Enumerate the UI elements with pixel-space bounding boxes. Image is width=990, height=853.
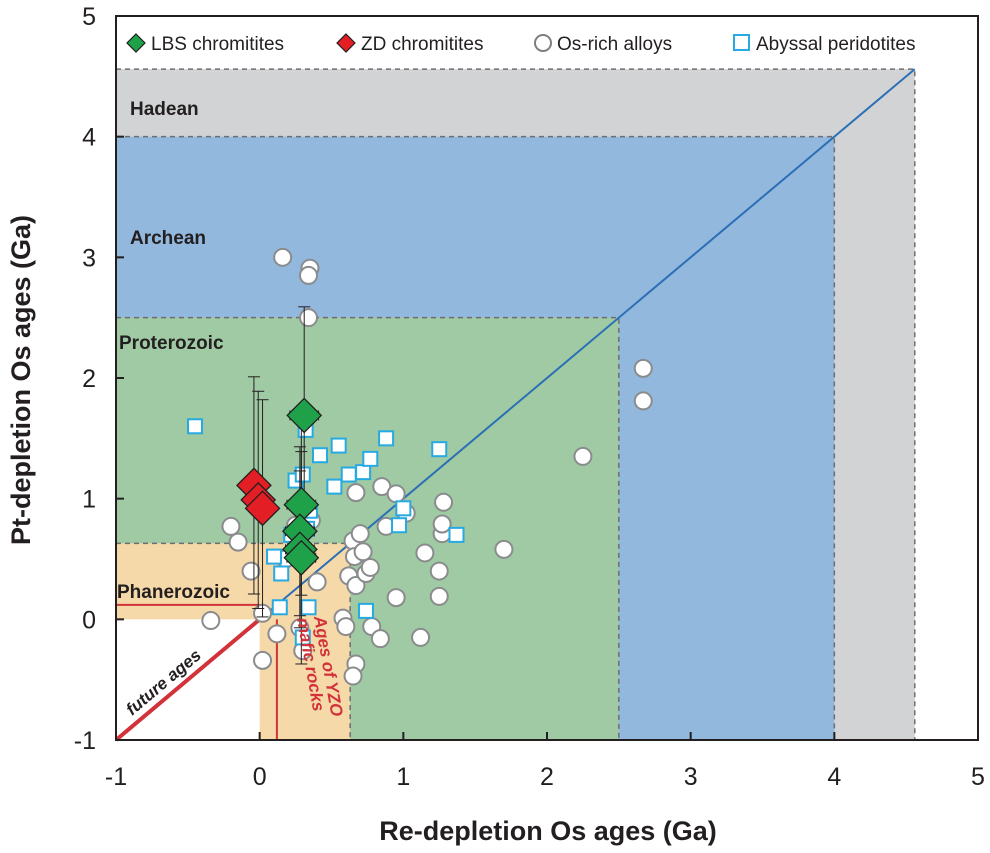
- x-tick-label: 0: [253, 763, 267, 791]
- alloy-point: [386, 484, 406, 504]
- alloy-point: [360, 557, 380, 577]
- alloy-point: [370, 629, 390, 649]
- abyssal-point: [362, 450, 379, 467]
- x-tick-label: 2: [540, 763, 554, 791]
- era-label-archean: Archean: [130, 228, 206, 249]
- zd-chromitites-series: [236, 467, 281, 527]
- abyssal-point: [357, 602, 374, 619]
- abyssal-point: [266, 548, 283, 565]
- legend-label-alloys: Os-rich alloys: [557, 34, 672, 55]
- x-tick-label: 5: [971, 763, 985, 791]
- alloy-point: [336, 617, 356, 637]
- y-axis-title: Pt-depletion Os ages (Ga): [6, 215, 36, 545]
- one-to-one-line: [259, 68, 916, 621]
- alloy-point: [299, 308, 319, 328]
- x-axis-title: Re-depletion Os ages (Ga): [379, 816, 717, 846]
- legend-label-abyssal: Abyssal peridotites: [756, 34, 915, 55]
- x-tick-label: 4: [827, 763, 841, 791]
- y-tick-label: 0: [82, 606, 96, 634]
- y-tick-label: 2: [82, 365, 96, 393]
- legend-label-zd: ZD chromitites: [361, 34, 483, 55]
- abyssal-point: [330, 437, 347, 454]
- legend-marker-zd: [336, 33, 356, 53]
- alloy-point: [343, 666, 363, 686]
- legend-marker-lbs: [126, 33, 146, 53]
- alloy-point: [494, 539, 514, 559]
- alloy-point: [221, 516, 241, 536]
- legend-label-lbs: LBS chromitites: [151, 34, 284, 55]
- y-tick-label: -1: [74, 727, 96, 755]
- y-tick-label: 4: [82, 124, 96, 152]
- alloy-point: [228, 532, 248, 552]
- boundary-archean: [116, 135, 836, 740]
- legend-marker-abyssal: [733, 34, 750, 51]
- legend-marker-alloys: [534, 34, 552, 52]
- alloy-point: [253, 650, 273, 670]
- zd-point: [244, 490, 281, 527]
- alloy-point: [386, 588, 406, 608]
- alloy-point: [633, 391, 653, 411]
- y-tick-label: 5: [82, 3, 96, 31]
- alloy-point: [573, 446, 593, 466]
- alloy-point: [241, 561, 261, 581]
- abyssal-point: [448, 526, 465, 543]
- future-ages-line: [114, 617, 261, 742]
- alloy-point: [273, 247, 293, 267]
- alloy-point: [633, 358, 653, 378]
- era-label-proterozoic: Proterozoic: [119, 333, 224, 354]
- x-tick-label: 1: [396, 763, 410, 791]
- os-rich-alloys-series: [201, 247, 653, 686]
- abyssal-point: [391, 517, 408, 534]
- abyssal-point: [378, 430, 395, 447]
- alloy-point: [346, 483, 366, 503]
- boundary-hadean: [116, 68, 916, 740]
- alloy-point: [307, 572, 327, 592]
- abyssal-point: [273, 565, 290, 582]
- abyssal-point: [271, 599, 288, 616]
- legend: LBS chromitites ZD chromitites Os-rich a…: [126, 33, 915, 55]
- axis-ticks: -1 -1 0 0 1 1 2 2 3 3 4 4 5 5: [74, 3, 985, 791]
- alloy-point: [299, 265, 319, 285]
- alloy-point: [346, 576, 366, 596]
- abyssal-point: [294, 629, 311, 646]
- lbs-chromitites-series: [281, 397, 323, 576]
- boundary-proterozoic: [116, 316, 620, 740]
- y-tick-label: 3: [82, 244, 96, 272]
- abyssal-point: [355, 464, 372, 481]
- abyssal-point: [312, 447, 329, 464]
- alloy-point: [350, 524, 370, 544]
- alloy-point: [201, 611, 221, 631]
- x-tick-label: 3: [684, 763, 698, 791]
- abyssal-point: [294, 466, 311, 483]
- alloy-point: [353, 542, 373, 562]
- alloy-point: [267, 624, 287, 644]
- lbs-point: [286, 397, 323, 434]
- alloy-point: [429, 586, 449, 606]
- x-tick-label: -1: [105, 763, 127, 791]
- abyssal-point: [395, 500, 412, 517]
- era-label-hadean: Hadean: [130, 99, 199, 120]
- abyssal-point: [300, 599, 317, 616]
- y-tick-label: 1: [82, 486, 96, 514]
- abyssal-point: [326, 478, 343, 495]
- abyssal-point: [431, 441, 448, 458]
- abyssal-peridotites-series: [187, 418, 465, 646]
- alloy-point: [415, 543, 435, 563]
- alloy-point: [432, 514, 452, 534]
- abyssal-point: [187, 418, 204, 435]
- abyssal-point: [340, 466, 357, 483]
- alloy-point: [434, 492, 454, 512]
- alloy-point: [411, 627, 431, 647]
- era-label-phanerozoic: Phanerozoic: [117, 582, 230, 603]
- alloy-point: [429, 561, 449, 581]
- lbs-point: [283, 539, 320, 576]
